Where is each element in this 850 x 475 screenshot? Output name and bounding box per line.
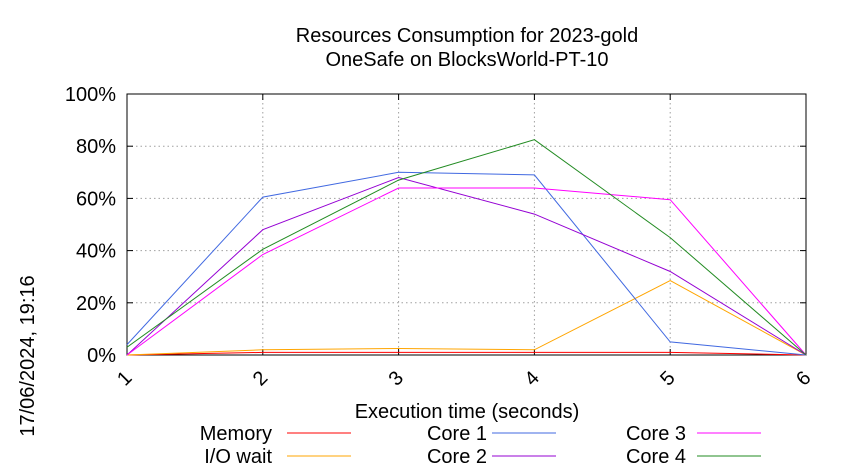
legend-item-core-2: Core 2 xyxy=(427,446,556,468)
chart-subtitle: OneSafe on BlocksWorld-PT-10 xyxy=(325,49,608,71)
legend-item-core-3: Core 3 xyxy=(626,423,761,445)
chart-title: Resources Consumption for 2023-gold xyxy=(296,25,638,47)
x-tick-label: 5 xyxy=(656,367,679,390)
legend-label: Core 2 xyxy=(427,446,487,468)
legend-item-memory: Memory xyxy=(200,423,351,445)
legend-item-core-1: Core 1 xyxy=(427,423,556,445)
grid-lines xyxy=(127,94,806,355)
y-tick-label: 0% xyxy=(87,345,116,367)
series-line-memory xyxy=(126,351,807,356)
y-tick-label: 20% xyxy=(76,293,116,315)
series-line-core-2 xyxy=(126,176,807,356)
series-line-core-4 xyxy=(126,139,807,356)
x-tick-label: 1 xyxy=(113,367,136,390)
legend-item-i-o-wait: I/O wait xyxy=(204,446,351,468)
timestamp-label: 17/06/2024, 19:16 xyxy=(17,275,39,436)
y-axis: 0% 20% 40% 60% 80% 100% xyxy=(65,84,806,367)
legend-label: Core 4 xyxy=(626,446,686,468)
y-tick-label: 40% xyxy=(76,241,116,263)
plot-frame xyxy=(126,93,807,356)
x-tick-label: 6 xyxy=(792,367,815,390)
legend-label: I/O wait xyxy=(204,446,272,468)
x-axis-label: Execution time (seconds) xyxy=(355,401,580,423)
y-tick-label: 100% xyxy=(65,84,116,106)
legend-label: Memory xyxy=(200,423,272,445)
series-line-i-o-wait xyxy=(126,280,807,356)
x-tick-label: 4 xyxy=(520,367,543,390)
series-lines xyxy=(126,139,807,356)
x-tick-label: 2 xyxy=(249,367,272,390)
legend-label: Core 3 xyxy=(626,423,686,445)
y-tick-label: 80% xyxy=(76,136,116,158)
series-line-core-1 xyxy=(126,171,807,356)
legend-item-core-4: Core 4 xyxy=(626,446,761,468)
legend-label: Core 1 xyxy=(427,423,487,445)
x-tick-label: 3 xyxy=(385,367,408,390)
y-tick-label: 60% xyxy=(76,188,116,210)
series-line-core-3 xyxy=(126,187,807,356)
